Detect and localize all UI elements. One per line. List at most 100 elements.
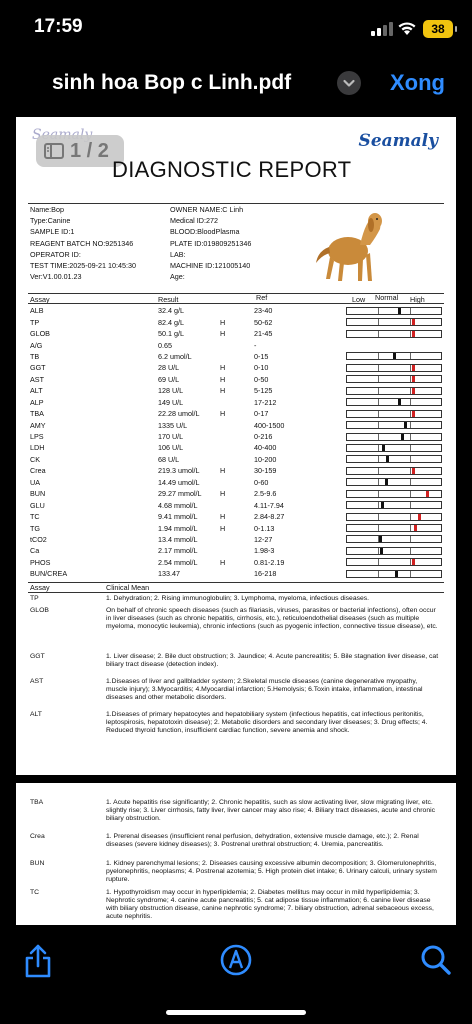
range-bar (346, 524, 442, 533)
assay-cell: ALP (30, 397, 44, 407)
markup-icon[interactable] (216, 940, 256, 980)
divider (28, 582, 444, 583)
ref-cell: 0-15 (254, 351, 269, 361)
table-row: UA 14.49 umol/L 0-60 (28, 477, 444, 488)
clinical-header-assay: Assay (30, 583, 50, 592)
range-bar (346, 478, 442, 487)
patient-info-field: BLOOD:BloodPlasma (170, 227, 240, 237)
ref-cell: 0-216 (254, 432, 273, 442)
range-bar (346, 546, 442, 555)
status-time: 17:59 (34, 16, 83, 37)
document-title[interactable]: sinh hoa Bop c Linh.pdf (52, 71, 292, 94)
value-marker (395, 570, 398, 577)
range-bar (346, 558, 442, 567)
search-icon[interactable] (416, 940, 456, 980)
range-divider (378, 422, 379, 429)
value-marker (382, 444, 385, 451)
patient-info-field: Medical ID:272 (170, 216, 218, 226)
assay-cell: LDH (30, 443, 45, 453)
ref-cell: 4.11-7.94 (254, 500, 284, 510)
clinical-entry: GGT 1. Liver disease; 2. Bile duct obstru… (28, 653, 444, 678)
page-indicator-text: 1 / 2 (70, 140, 109, 162)
value-marker (412, 364, 415, 371)
result-cell: 28 U/L (158, 363, 180, 373)
clinical-assay: TBA (30, 799, 44, 806)
table-row: Ca 2.17 mmol/L 1.98-3 (28, 545, 444, 556)
assay-cell: PHOS (30, 557, 51, 567)
divider (28, 303, 444, 304)
clinical-meaning: 1. Prerenal diseases (insufficient renal… (106, 833, 419, 849)
range-divider (410, 399, 411, 406)
result-cell: 69 U/L (158, 374, 180, 384)
patient-info-field: LAB: (170, 249, 186, 259)
range-cell (346, 545, 444, 556)
assay-cell: A/G (30, 340, 43, 350)
clinical-meaning: 1. Acute hepatitis rise significantly; 2… (106, 799, 436, 823)
table-row: TBA 22.28 umol/L H 0-17 (28, 408, 444, 419)
range-bar (346, 409, 442, 418)
result-cell: 6.2 umol/L (158, 351, 192, 361)
range-divider (378, 307, 379, 314)
table-row: ALB 32.4 g/L 23-40 (28, 305, 444, 316)
assay-cell: tCO2 (30, 534, 47, 544)
value-marker (401, 433, 404, 440)
clinical-header-mean: Clinical Mean (106, 583, 150, 592)
range-cell (346, 557, 444, 568)
ref-cell: 400-1500 (254, 420, 285, 430)
results-table: ALB 32.4 g/L 23-40 TP 82.4 g/L H 50-62 GLOB 50.1… (28, 305, 444, 580)
clinical-assay: GLOB (30, 607, 49, 614)
range-divider (410, 319, 411, 326)
dog-image (316, 213, 382, 281)
range-divider (410, 307, 411, 314)
value-marker (412, 467, 415, 474)
ref-cell: 2.84-8.27 (254, 512, 285, 522)
value-marker (412, 319, 415, 326)
divider (28, 293, 444, 294)
value-marker (404, 422, 407, 429)
flag-cell: H (220, 512, 226, 522)
header-ref: Ref (256, 293, 268, 302)
bottom-toolbar (0, 928, 472, 1024)
range-divider (378, 456, 379, 463)
range-divider (410, 479, 411, 486)
range-divider (378, 376, 379, 383)
patient-info-field: OWNER NAME:C Linh (170, 205, 244, 214)
flag-cell: H (220, 317, 226, 327)
share-icon[interactable] (18, 940, 58, 980)
flag-cell (220, 351, 254, 362)
range-divider (378, 559, 379, 566)
title-menu-button[interactable] (337, 71, 361, 95)
flag-cell: H (220, 363, 226, 373)
done-button[interactable]: Xong (390, 70, 445, 95)
page-indicator: 1 / 2 (36, 135, 124, 167)
assay-cell: Ca (30, 546, 40, 556)
range-bar (346, 489, 442, 498)
range-divider (378, 444, 379, 451)
result-cell: 219.3 umol/L (158, 466, 200, 476)
pdf-page-1[interactable]: Seamaly 1 / 2 Seamaly DIAGNOSTIC REPORT … (16, 117, 456, 775)
assay-cell: TC (30, 512, 40, 522)
header-high: High (410, 295, 425, 304)
result-cell: 149 U/L (158, 397, 184, 407)
range-bar (346, 386, 442, 395)
result-cell: 133.47 (158, 569, 180, 579)
assay-cell: GLU (30, 500, 45, 510)
flag-cell (220, 454, 254, 465)
range-divider (410, 376, 411, 383)
range-divider (378, 525, 379, 532)
range-cell (346, 385, 444, 396)
range-divider (378, 353, 379, 360)
flag-cell: H (220, 557, 226, 567)
ref-cell: 2.5-9.6 (254, 489, 277, 499)
cellular-signal-icon (371, 22, 393, 36)
assay-cell: TB (30, 351, 40, 361)
value-marker (381, 502, 384, 509)
report-title: DIAGNOSTIC REPORT (112, 157, 352, 182)
header-result: Result (158, 295, 179, 304)
range-divider (410, 490, 411, 497)
result-cell: 14.49 umol/L (158, 477, 200, 487)
range-divider (378, 490, 379, 497)
clinical-meaning: 1. Hypothyroidism may occur in hyperlipi… (106, 889, 434, 921)
pdf-page-2[interactable]: TBA 1. Acute hepatitis rise significantly… (16, 783, 456, 925)
table-row: BUN/CREA 133.47 16-218 (28, 568, 444, 579)
